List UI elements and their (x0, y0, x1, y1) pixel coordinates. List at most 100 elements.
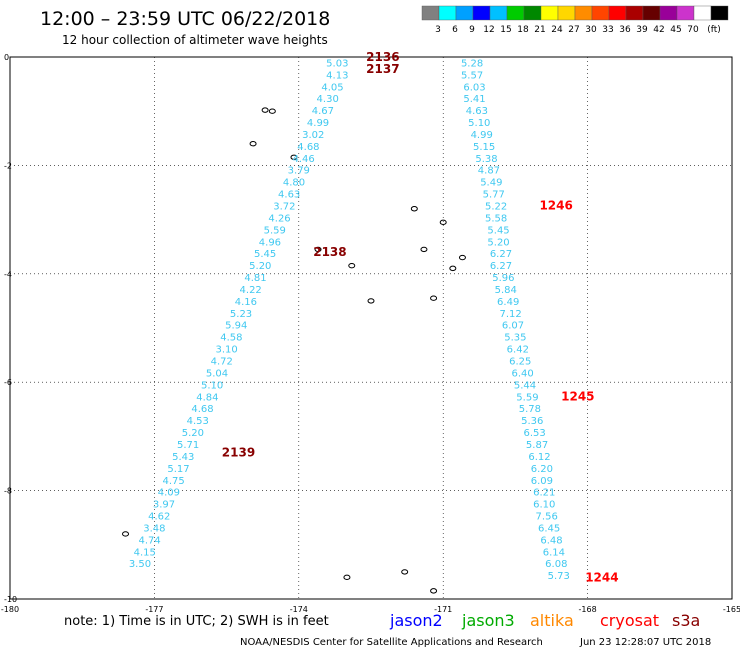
island-outline (420, 246, 428, 253)
wave-height-value: 4.99 (307, 118, 329, 129)
island-outline (314, 246, 322, 253)
y-tick-label: -4 (4, 270, 12, 279)
pass-time-label: 2139 (222, 446, 255, 460)
wave-height-value: 5.03 (326, 58, 348, 69)
legend-label: 9 (469, 25, 475, 35)
island-outline (367, 298, 375, 304)
pass-time-label: 1245 (561, 389, 594, 403)
legend-label: 3 (435, 25, 441, 35)
satellite-legend-altika: altika (530, 611, 574, 630)
legend-swatch (540, 5, 559, 21)
wave-height-value: 5.36 (521, 416, 543, 427)
wave-height-value: 5.73 (548, 571, 570, 582)
wave-height-value: 4.53 (187, 416, 209, 427)
wave-height-value: 4.13 (326, 70, 348, 81)
wave-height-value: 6.42 (507, 345, 529, 356)
wave-height-value: 3.72 (273, 202, 295, 213)
wave-height-value: 5.57 (461, 70, 483, 81)
legend-swatch (438, 5, 457, 21)
island-outline (439, 219, 447, 226)
wave-height-value: 5.35 (504, 333, 526, 344)
pass-time-label: 1244 (585, 570, 618, 584)
wave-height-value: 6.12 (528, 452, 550, 463)
wave-height-value: 5.71 (177, 440, 199, 451)
island-outline (122, 531, 130, 537)
wave-height-value: 6.20 (531, 464, 553, 475)
wave-height-value: 4.63 (466, 106, 488, 117)
wave-height-value: 5.23 (230, 309, 252, 320)
wave-height-value: 4.09 (158, 488, 180, 499)
legend-swatch (506, 5, 525, 21)
wave-height-value: 6.25 (509, 357, 531, 368)
wave-height-value: 4.58 (220, 333, 242, 344)
wave-height-value: 3.97 (153, 500, 175, 511)
wave-height-value: 7.12 (499, 309, 521, 320)
wave-height-value: 6.27 (490, 249, 512, 260)
legend-label: 33 (602, 25, 613, 35)
wave-height-value: 5.43 (172, 452, 194, 463)
wave-height-value: 3.79 (288, 166, 310, 177)
wave-height-value: 5.15 (473, 142, 495, 153)
wave-height-value: 4.26 (268, 213, 290, 224)
wave-height-value: 5.20 (249, 261, 271, 272)
wave-height-value: 5.94 (225, 321, 247, 332)
legend-label: 36 (619, 25, 631, 35)
footer-note: note: 1) Time is in UTC; 2) SWH is in fe… (64, 614, 329, 629)
wave-height-value: 3.10 (215, 345, 237, 356)
x-tick-label: -171 (434, 605, 452, 614)
legend-label: 42 (653, 25, 664, 35)
legend-label: 27 (568, 25, 579, 35)
y-tick-label: -8 (4, 487, 12, 496)
wave-height-value: 5.59 (516, 392, 538, 403)
pass-time-label: 1246 (539, 199, 572, 213)
wave-height-value: 4.46 (292, 154, 314, 165)
wave-height-value: 5.10 (201, 380, 223, 391)
wave-height-value: 5.45 (487, 225, 509, 236)
wave-height-value: 5.44 (514, 380, 536, 391)
wave-height-value: 4.75 (163, 476, 185, 487)
wave-height-value: 6.10 (533, 500, 555, 511)
axis-ticks: -180 -177 -174 -171 -168 -165 0 -2 -4 -6 -8 -10 (1, 53, 740, 614)
wave-height-value: 4.74 (138, 535, 160, 546)
wave-height-value: 5.17 (167, 464, 189, 475)
island-outline (430, 295, 438, 301)
wave-height-value: 3.02 (302, 130, 324, 141)
legend-swatch (574, 5, 593, 21)
wave-height-value: 4.80 (283, 178, 305, 189)
legend-swatch (693, 5, 712, 21)
wave-height-value: 4.62 (148, 512, 170, 523)
wave-height-value: 6.03 (463, 82, 485, 93)
wave-height-tracks: 5.034.134.054.304.674.993.024.684.463.79… (129, 50, 619, 584)
legend-swatch (455, 5, 474, 21)
legend-swatch (591, 5, 610, 21)
wave-height-value: 4.67 (312, 106, 334, 117)
island-outline (343, 574, 351, 581)
x-tick-label: -177 (145, 605, 163, 614)
wave-height-value: 4.99 (471, 130, 493, 141)
y-tick-label: -6 (4, 378, 12, 387)
wave-height-value: 4.63 (278, 190, 300, 201)
page-subtitle: 12 hour collection of altimeter wave hei… (62, 33, 328, 47)
island-outline (449, 265, 457, 272)
wave-height-value: 5.04 (206, 368, 228, 379)
legend-swatch (659, 5, 678, 21)
color-legend: 3 6 9 12 15 18 21 24 27 30 33 36 39 42 45 70 (ft) (421, 5, 729, 35)
wave-height-value: 4.81 (244, 273, 266, 284)
wave-height-value: 6.45 (538, 523, 560, 534)
legend-swatch (523, 5, 542, 21)
wave-height-value: 3.48 (143, 523, 165, 534)
island-outline (268, 108, 276, 114)
footer-timestamp: Jun 23 12:28:07 UTC 2018 (579, 637, 711, 648)
wave-height-value: 4.22 (240, 285, 262, 296)
island-outline (249, 141, 257, 147)
island-outline (401, 569, 409, 575)
legend-swatch (710, 5, 729, 21)
wave-height-value: 5.28 (461, 58, 483, 69)
wave-height-value: 6.40 (511, 368, 533, 379)
x-tick-label: -180 (1, 605, 19, 614)
wave-height-value: 6.09 (531, 476, 553, 487)
pass-time-label: 2138 (313, 245, 346, 259)
y-tick-label: -10 (4, 595, 17, 604)
wave-height-value: 4.16 (235, 297, 257, 308)
